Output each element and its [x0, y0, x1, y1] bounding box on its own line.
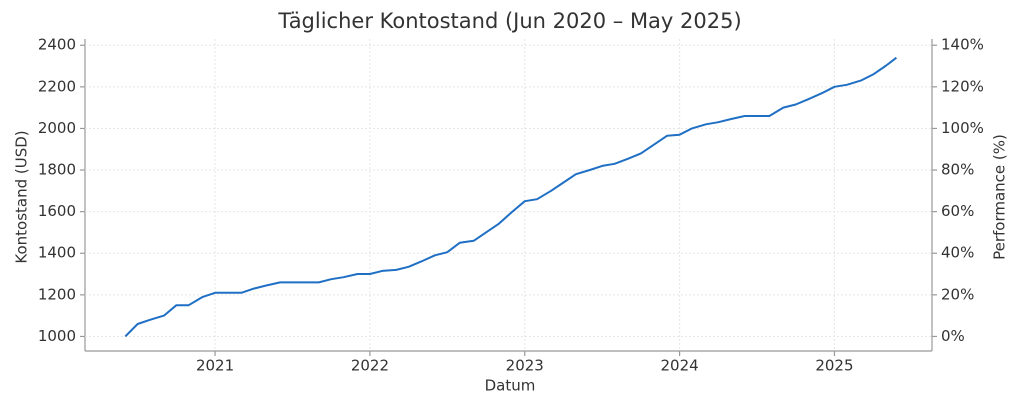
- x-tick-label: 2025: [815, 357, 853, 375]
- y-tick-label: 1000: [38, 327, 76, 345]
- x-tick-label: 2021: [196, 357, 234, 375]
- x-tick-label: 2022: [351, 357, 389, 375]
- y-tick-label: 1200: [38, 285, 76, 303]
- y-tick-label: 2000: [38, 119, 76, 137]
- y2-tick-label: 80%: [941, 161, 974, 179]
- y2-axis-label: Performance (%): [991, 134, 1009, 260]
- y2-tick-label: 0%: [941, 327, 965, 345]
- y-tick-label: 1800: [38, 161, 76, 179]
- y2-tick-label: 20%: [941, 285, 974, 303]
- y-axis-label: Kontostand (USD): [13, 130, 31, 263]
- y2-tick-label: 120%: [941, 77, 984, 95]
- y2-tick-label: 100%: [941, 119, 984, 137]
- y2-tick-label: 40%: [941, 244, 974, 262]
- y-tick-label: 2400: [38, 36, 76, 54]
- y2-tick-label: 60%: [941, 202, 974, 220]
- x-axis-label: Datum: [485, 377, 536, 395]
- y2-tick-label: 140%: [941, 36, 984, 54]
- x-tick-label: 2024: [661, 357, 699, 375]
- chart-title: Täglicher Kontostand (Jun 2020 – May 202…: [277, 9, 741, 33]
- x-tick-label: 2023: [506, 357, 544, 375]
- y-tick-label: 2200: [38, 77, 76, 95]
- y-tick-label: 1600: [38, 202, 76, 220]
- balance-line: [124, 56, 898, 338]
- y-tick-label: 1400: [38, 244, 76, 262]
